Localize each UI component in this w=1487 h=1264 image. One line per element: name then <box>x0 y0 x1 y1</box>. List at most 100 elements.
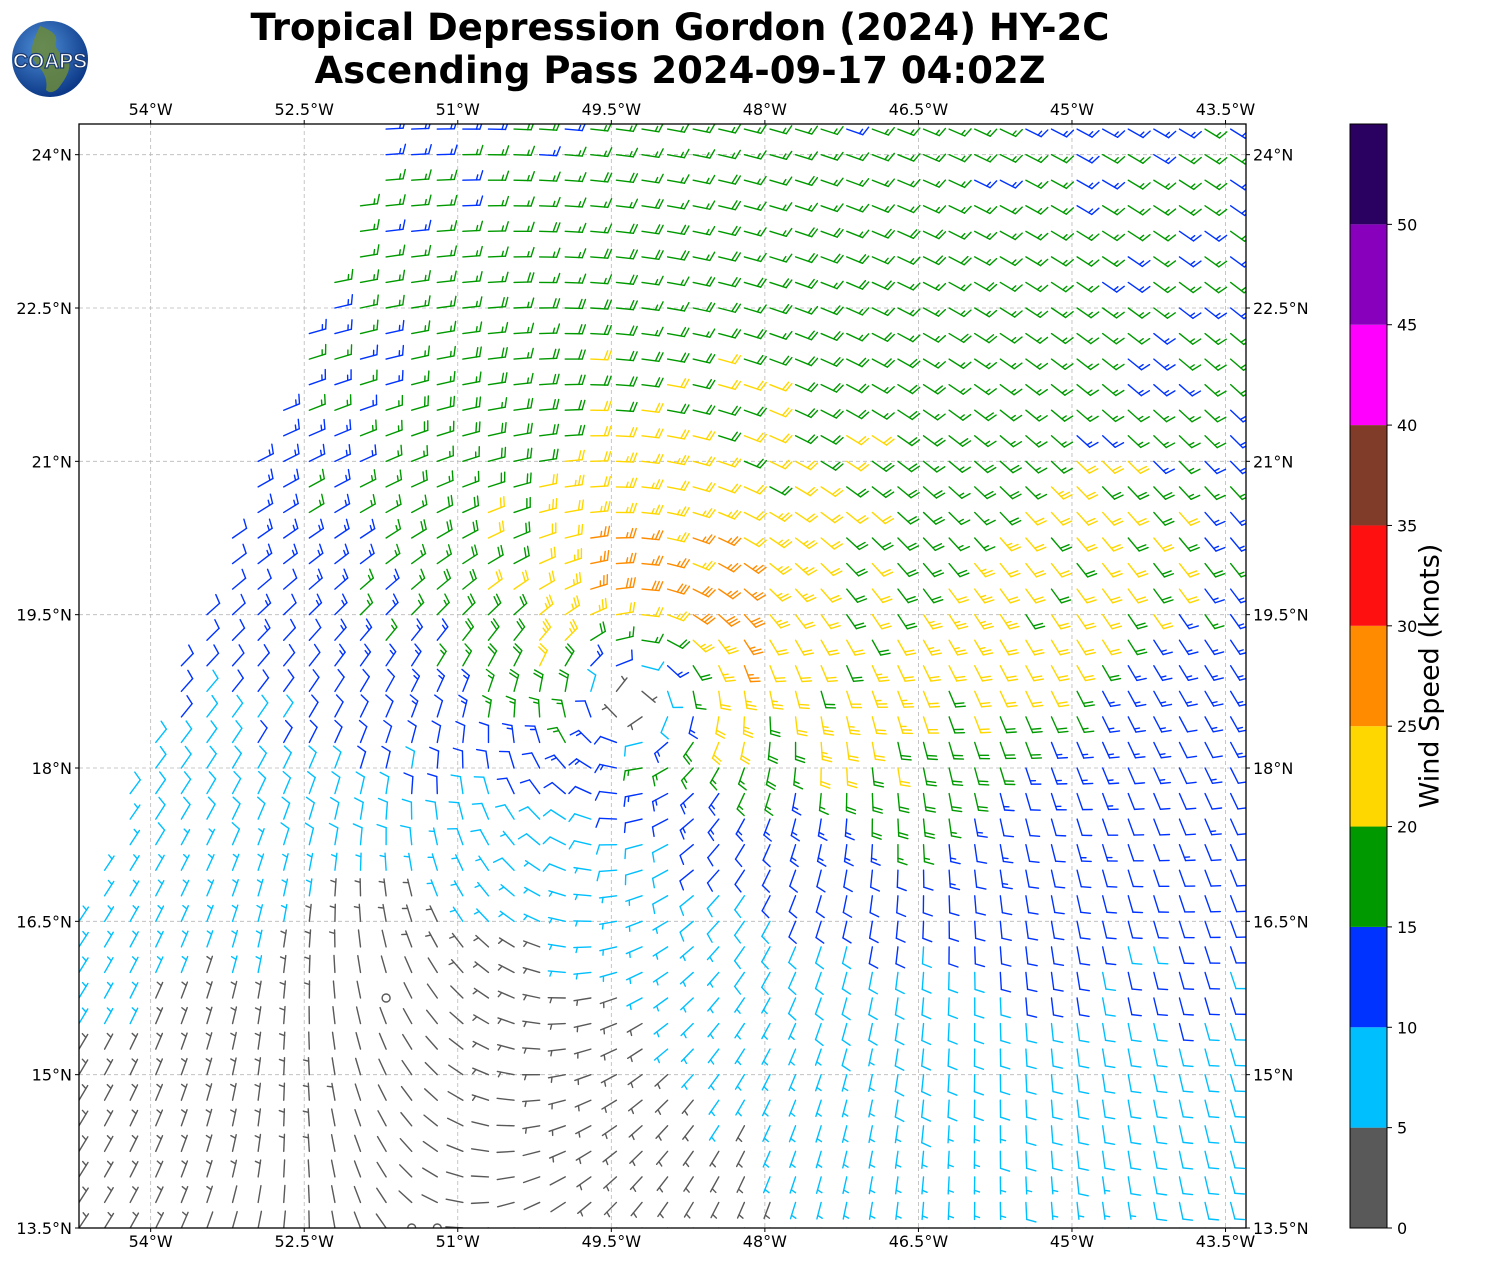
wind-barb <box>79 981 89 999</box>
wind-barb <box>1204 128 1228 139</box>
wind-barb <box>385 469 403 488</box>
wind-barb <box>517 833 541 846</box>
wind-barb <box>692 378 716 390</box>
wind-barb <box>1127 537 1149 552</box>
wind-barb <box>410 668 421 693</box>
wind-barb <box>718 200 742 211</box>
wind-barb <box>538 348 560 360</box>
wind-barb <box>1101 1048 1116 1069</box>
wind-barb <box>1229 1048 1246 1067</box>
wind-barb <box>103 1186 114 1204</box>
wind-barb <box>1127 307 1151 319</box>
wind-barb <box>501 723 515 744</box>
wind-barb <box>974 511 996 526</box>
wind-barb <box>734 1048 746 1066</box>
wind-barb <box>641 661 665 671</box>
wind-barb <box>155 796 166 820</box>
colorbar-segment <box>1350 625 1387 727</box>
wind-barb <box>359 344 379 360</box>
wind-barb <box>1076 1201 1085 1221</box>
wind-barb <box>1050 818 1067 837</box>
lat-tick-label-right: 24°N <box>1253 146 1293 165</box>
wind-barb <box>652 767 669 787</box>
wind-barb <box>922 639 942 656</box>
wind-barb <box>846 177 870 187</box>
wind-barb <box>129 1109 139 1127</box>
wind-barb <box>868 1073 875 1092</box>
wind-barb <box>472 1040 490 1050</box>
wind-barb <box>767 741 779 764</box>
wind-barb <box>999 1099 1011 1121</box>
wind-barb <box>568 813 592 823</box>
wind-barb <box>590 400 612 412</box>
wind-barb <box>359 193 380 207</box>
wind-barb <box>1101 690 1121 708</box>
wind-barb <box>462 321 483 335</box>
wind-barb <box>513 545 530 565</box>
wind-barb <box>1229 971 1246 990</box>
colorbar-segment <box>1350 224 1387 325</box>
wind-barb <box>974 358 998 370</box>
wind-barb <box>816 843 827 867</box>
wind-barb <box>426 983 438 999</box>
wind-barb <box>718 328 742 339</box>
wind-barb <box>1127 281 1151 293</box>
wind-barb <box>103 1160 114 1178</box>
wind-barb <box>974 895 987 916</box>
wind-barb <box>564 1227 566 1228</box>
wind-barb <box>999 639 1019 656</box>
wind-barb <box>305 796 315 820</box>
wind-barb <box>974 179 998 189</box>
wind-barb <box>385 668 396 693</box>
wind-barb <box>1153 179 1177 190</box>
lat-ticks-right: 24°N22.5°N21°N19.5°N18°N16.5°N15°N13.5°N <box>1246 146 1309 1238</box>
wind-barb <box>451 854 464 871</box>
wind-barb <box>615 350 638 362</box>
wind-barb <box>974 256 998 266</box>
wind-barb <box>449 1011 464 1025</box>
wind-barb <box>999 511 1022 526</box>
wind-barb <box>1025 1227 1027 1228</box>
wind-barb <box>815 1176 823 1194</box>
wind-barb <box>357 745 367 769</box>
wind-barb <box>329 903 336 923</box>
wind-barb <box>231 1185 238 1204</box>
wind-barb <box>473 776 490 795</box>
wind-barb <box>471 802 490 820</box>
wind-barb <box>1127 230 1151 242</box>
wind-barb <box>436 270 457 284</box>
wind-barb <box>820 639 840 656</box>
wind-barb <box>868 1176 876 1195</box>
wind-barb <box>522 1020 541 1028</box>
wind-barb <box>974 767 990 786</box>
wind-barb <box>547 996 566 1004</box>
wind-barb <box>871 486 895 499</box>
wind-barb <box>841 1048 851 1072</box>
wind-barb <box>842 1150 849 1169</box>
wind-barb <box>921 971 932 994</box>
wind-barb <box>180 694 193 718</box>
wind-barb <box>922 792 937 813</box>
wind-barb <box>574 1073 592 1086</box>
wind-barb <box>1153 1176 1168 1196</box>
wind-barb <box>707 818 720 842</box>
wind-barb <box>629 1150 643 1167</box>
wind-barb <box>820 383 844 393</box>
wind-barb <box>513 145 536 156</box>
wind-barb <box>743 175 767 186</box>
wind-barb <box>769 150 793 160</box>
wind-barb <box>231 593 246 616</box>
colorbar-segment <box>1350 425 1387 526</box>
wind-barb <box>974 920 986 942</box>
wind-barb <box>538 222 561 233</box>
wind-barb <box>550 1201 566 1213</box>
wind-barb <box>302 1082 311 1101</box>
wind-barb <box>436 470 454 488</box>
wind-barb <box>999 1048 1011 1070</box>
wind-barb <box>497 1017 515 1025</box>
wind-barb <box>1050 153 1075 164</box>
wind-barb <box>599 997 618 1009</box>
wind-barb <box>385 269 406 284</box>
wind-barb <box>280 822 290 846</box>
wind-barb <box>707 843 720 867</box>
